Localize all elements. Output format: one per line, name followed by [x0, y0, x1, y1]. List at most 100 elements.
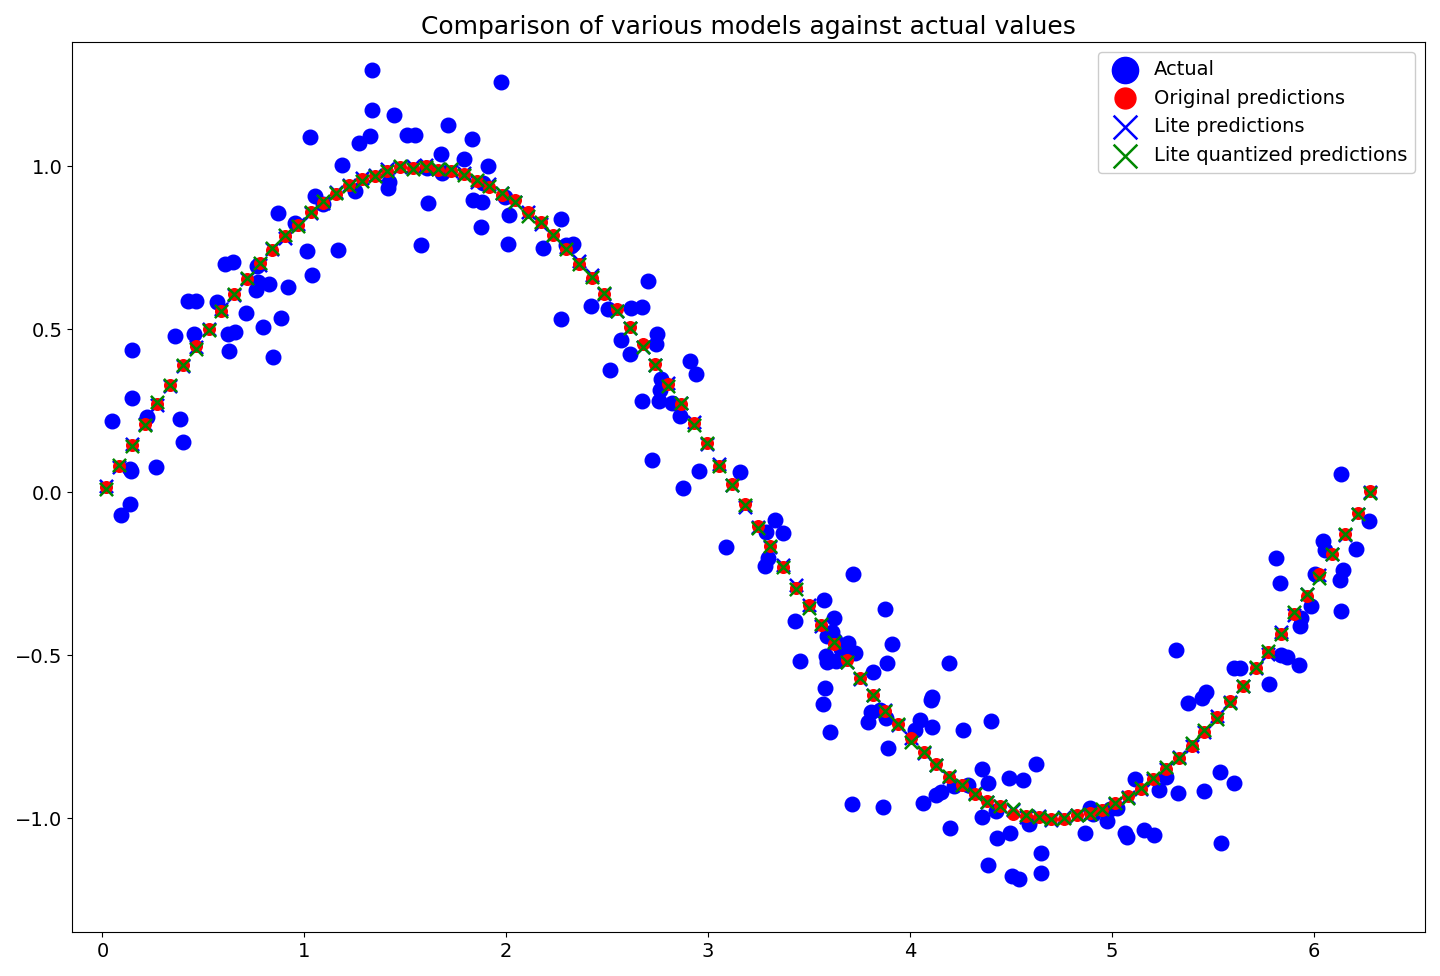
Legend: Actual, Original predictions, Lite predictions, Lite quantized predictions: Actual, Original predictions, Lite predi… — [1097, 52, 1416, 173]
Original predictions — [108, 458, 131, 473]
Original predictions — [1142, 771, 1165, 787]
Lite quantized predictions — [912, 744, 935, 759]
Actual — [431, 165, 454, 181]
Actual — [1210, 835, 1233, 851]
Original predictions — [1040, 811, 1063, 827]
Actual — [1030, 865, 1053, 880]
Lite quantized predictions — [261, 240, 284, 256]
Actual — [135, 409, 158, 425]
Original predictions — [644, 356, 667, 372]
Original predictions — [274, 227, 297, 243]
Lite quantized predictions — [158, 377, 181, 392]
Actual — [245, 259, 268, 274]
Lite quantized predictions — [134, 418, 157, 433]
Lite predictions — [389, 159, 412, 175]
Actual — [343, 183, 366, 199]
Original predictions — [593, 286, 616, 302]
Actual — [1264, 550, 1287, 566]
Actual — [347, 135, 370, 150]
Lite predictions — [631, 339, 654, 354]
Lite predictions — [900, 730, 923, 746]
Actual — [861, 664, 884, 679]
Actual — [246, 274, 269, 290]
Actual — [756, 550, 779, 566]
Lite predictions — [439, 163, 462, 179]
Actual — [144, 459, 167, 474]
Actual — [1133, 822, 1156, 837]
Original predictions — [1346, 506, 1369, 521]
Actual — [176, 293, 199, 308]
Lite quantized predictions — [1001, 801, 1024, 817]
Actual — [1195, 684, 1218, 700]
Lite quantized predictions — [848, 671, 871, 686]
Lite predictions — [798, 596, 821, 612]
Lite predictions — [696, 436, 719, 452]
Actual — [871, 799, 894, 815]
Original predictions — [1270, 626, 1293, 641]
Lite predictions — [567, 254, 590, 269]
Lite predictions — [261, 241, 284, 257]
Actual — [429, 146, 452, 162]
Original predictions — [580, 270, 603, 286]
Original predictions — [963, 786, 986, 801]
Original predictions — [121, 437, 144, 453]
Lite quantized predictions — [300, 205, 323, 221]
Original predictions — [733, 497, 756, 512]
Lite quantized predictions — [1155, 759, 1178, 775]
Actual — [956, 777, 979, 793]
Lite quantized predictions — [1333, 526, 1356, 542]
Lite predictions — [1308, 567, 1331, 583]
Original predictions — [1231, 678, 1254, 694]
Actual — [204, 294, 228, 309]
Lite predictions — [657, 376, 680, 391]
Actual — [874, 710, 897, 725]
Original predictions — [452, 166, 475, 182]
Lite quantized predictions — [1231, 678, 1254, 694]
Original predictions — [874, 703, 897, 718]
Lite quantized predictions — [439, 161, 462, 177]
Actual — [1153, 769, 1176, 785]
Lite predictions — [504, 194, 527, 210]
Original predictions — [1079, 805, 1102, 821]
Actual — [999, 826, 1022, 841]
Lite predictions — [1103, 796, 1126, 812]
Original predictions — [618, 319, 641, 335]
Original predictions — [1092, 802, 1115, 818]
Actual — [729, 465, 752, 480]
Lite quantized predictions — [325, 185, 348, 201]
Actual — [222, 255, 245, 270]
Lite predictions — [989, 798, 1012, 814]
Lite predictions — [248, 258, 271, 273]
Lite quantized predictions — [108, 458, 131, 473]
Lite predictions — [465, 174, 488, 189]
Lite quantized predictions — [861, 687, 884, 703]
Lite predictions — [950, 778, 973, 793]
Lite predictions — [517, 204, 540, 220]
Lite predictions — [541, 227, 564, 243]
Lite predictions — [235, 271, 258, 287]
Actual — [276, 279, 300, 295]
Original predictions — [171, 356, 194, 372]
Lite quantized predictions — [1066, 808, 1089, 824]
Lite predictions — [1129, 781, 1152, 796]
Actual — [789, 653, 812, 669]
Actual — [1345, 541, 1368, 556]
Actual — [609, 332, 632, 347]
Original predictions — [287, 217, 310, 232]
Original predictions — [554, 241, 577, 257]
Actual — [822, 610, 845, 626]
Actual — [821, 624, 844, 639]
Lite quantized predictions — [415, 159, 438, 175]
Actual — [1148, 783, 1171, 798]
Lite quantized predictions — [976, 794, 999, 810]
Original predictions — [670, 396, 693, 412]
Actual — [952, 722, 975, 738]
Original predictions — [528, 215, 552, 230]
Lite quantized predictions — [567, 256, 590, 271]
Original predictions — [683, 415, 706, 430]
Actual — [1001, 869, 1024, 884]
Actual — [403, 127, 426, 142]
Actual — [876, 740, 899, 755]
Actual — [857, 714, 880, 730]
Lite quantized predictions — [924, 757, 948, 773]
